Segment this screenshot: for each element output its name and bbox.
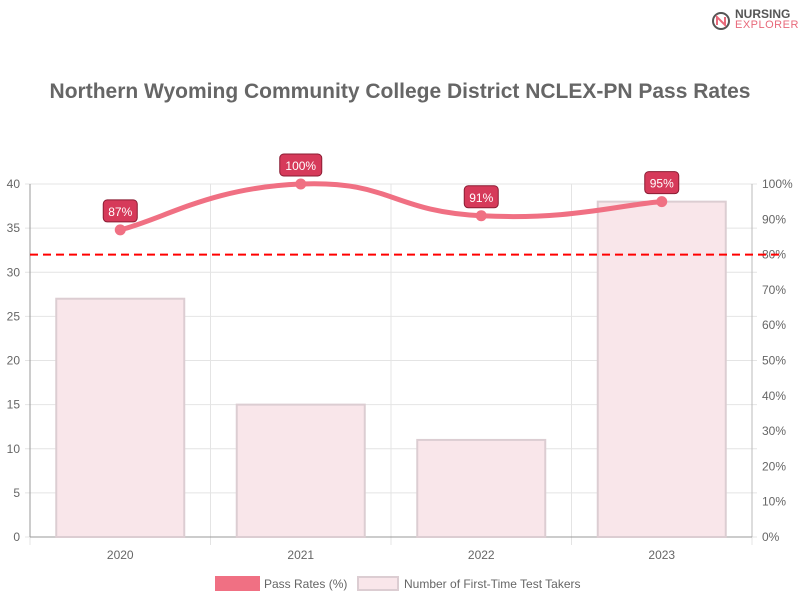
right-tick-label: 40%: [762, 389, 786, 403]
pass-rate-point-2022: [475, 210, 487, 222]
pass-rate-line: [119, 181, 662, 233]
left-tick-label: 5: [13, 486, 20, 500]
chart-title: Northern Wyoming Community College Distr…: [49, 80, 751, 103]
pass-rate-point-2023: [656, 196, 668, 208]
legend-swatch-pass-rates: [215, 576, 260, 591]
left-tick-label: 40: [7, 177, 21, 191]
right-tick-label: 100%: [762, 177, 793, 191]
bar-2021: [235, 403, 366, 538]
data-label: 91%: [469, 191, 493, 205]
x-tick-label: 2021: [287, 548, 314, 562]
data-label-bg: [644, 171, 680, 195]
logo-line2: EXPLORER: [735, 19, 799, 31]
nursing-explorer-logo: NURSING EXPLORER: [710, 8, 799, 31]
left-tick-label: 25: [7, 309, 21, 323]
data-label-bg: [463, 185, 499, 209]
data-label-bg: [279, 153, 323, 177]
right-tick-label: 20%: [762, 459, 786, 473]
data-label-bg: [102, 199, 138, 223]
left-tick-label: 20: [7, 354, 21, 368]
pass-rate-point-2020: [114, 224, 126, 236]
data-label: 87%: [108, 205, 132, 219]
data-label: 95%: [650, 177, 674, 191]
right-tick-label: 10%: [762, 495, 786, 509]
right-tick-label: 30%: [762, 424, 786, 438]
right-tick-label: 0%: [762, 530, 780, 544]
legend-label-test-takers: Number of First-Time Test Takers: [404, 577, 580, 591]
x-tick-label: 2020: [107, 548, 134, 562]
right-tick-label: 70%: [762, 283, 786, 297]
right-tick-label: 90%: [762, 212, 786, 226]
left-tick-label: 15: [7, 398, 21, 412]
left-tick-label: 0: [13, 530, 20, 544]
pass-rate-point-2021: [295, 178, 307, 190]
right-tick-label: 60%: [762, 318, 786, 332]
bar-2020: [55, 297, 186, 538]
logo-icon: [712, 11, 730, 30]
bar-2023: [596, 200, 727, 538]
left-tick-label: 10: [7, 442, 21, 456]
right-tick-label: 50%: [762, 354, 786, 368]
bar-2022: [416, 438, 547, 538]
x-tick-label: 2023: [648, 548, 675, 562]
left-tick-label: 35: [7, 221, 21, 235]
x-tick-label: 2022: [468, 548, 495, 562]
legend-label-pass-rates: Pass Rates (%): [264, 577, 347, 591]
logo-line1: NURSING: [735, 7, 791, 21]
left-tick-label: 30: [7, 265, 21, 279]
data-label: 100%: [285, 159, 316, 173]
legend-swatch-test-takers: [357, 576, 399, 591]
